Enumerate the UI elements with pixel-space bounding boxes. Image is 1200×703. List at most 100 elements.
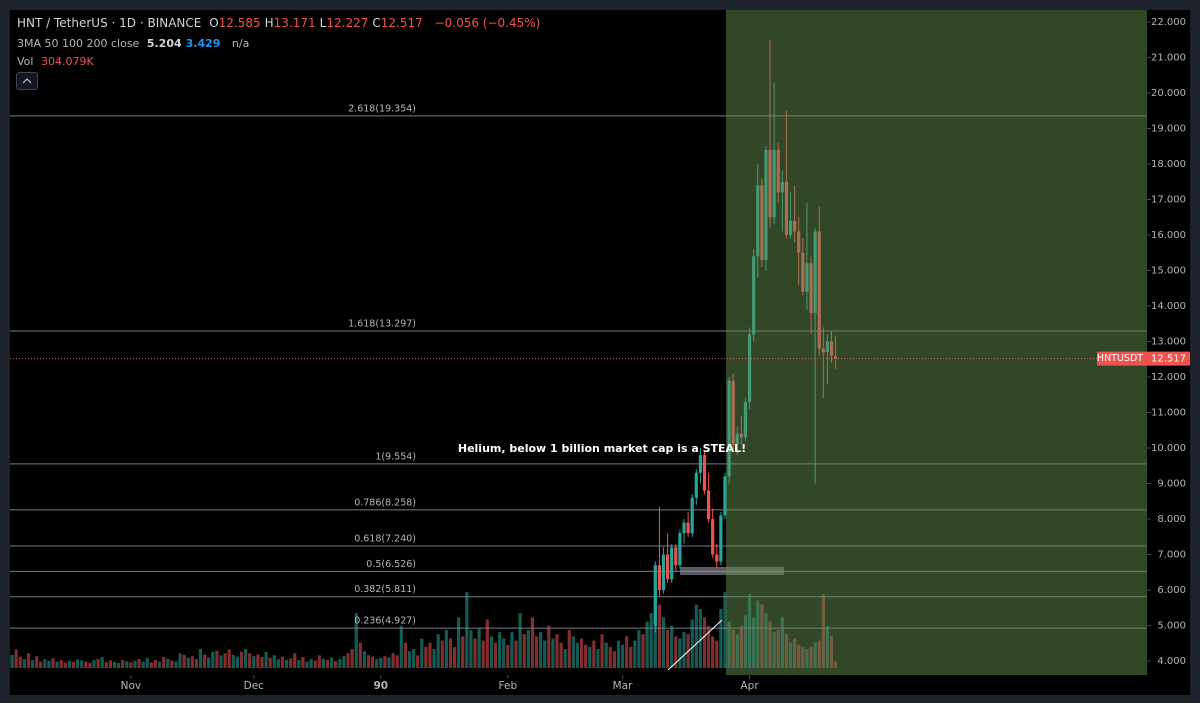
- volume-bar: [584, 644, 588, 668]
- volume-bar: [719, 608, 723, 668]
- volume-bar: [162, 657, 166, 668]
- header-line: HNT / TetherUS · 1D · BINANCE O12.585 H13…: [17, 16, 544, 30]
- volume-bar: [121, 659, 125, 668]
- y-tick-label: 17.000: [1151, 195, 1186, 206]
- volume-bar: [276, 659, 280, 668]
- volume-bar: [465, 592, 469, 668]
- volume-bar: [706, 625, 711, 668]
- volume-bar: [141, 661, 145, 668]
- ohlc-key: L: [319, 16, 327, 30]
- change: −0.056 (−0.45%): [434, 16, 541, 30]
- volume-bar: [59, 659, 63, 668]
- volume-bar: [698, 608, 702, 668]
- volume-bar: [92, 659, 96, 668]
- volume-bar: [571, 636, 575, 668]
- ohlc-value: 12.517: [380, 16, 423, 30]
- volume-bar: [26, 653, 31, 668]
- volume-bar: [641, 634, 645, 668]
- volume-bar: [170, 660, 174, 668]
- volume-bar: [47, 660, 51, 668]
- volume-bar: [481, 640, 485, 668]
- y-tick-label: 7.000: [1157, 550, 1186, 561]
- volume-bar: [350, 649, 354, 668]
- fib-label: 1(9.554): [375, 451, 416, 462]
- volume-bar: [198, 649, 203, 668]
- volume-bar: [223, 653, 227, 668]
- volume-bar: [211, 651, 215, 668]
- volume-bar: [14, 649, 18, 668]
- volume-bar: [219, 655, 223, 668]
- volume-bar: [10, 654, 14, 668]
- volume-bar: [395, 655, 399, 668]
- y-tick-label: 15.000: [1151, 266, 1186, 277]
- volume-bar: [403, 642, 407, 668]
- candle-body: [682, 522, 686, 534]
- volume-value: 304.079K: [40, 55, 94, 68]
- volume-bar: [371, 656, 375, 668]
- candle-body: [698, 455, 702, 473]
- volume-bar: [563, 649, 567, 668]
- volume-bar: [96, 658, 100, 668]
- fib-label: 0.382(5.811): [354, 584, 416, 595]
- volume-bar: [670, 625, 674, 668]
- volume-bar: [547, 625, 551, 668]
- volume-bar: [264, 651, 268, 668]
- volume-bar: [248, 653, 252, 668]
- volume-bar: [227, 649, 231, 668]
- volume-bar: [18, 656, 22, 668]
- y-tick-label: 19.000: [1151, 124, 1186, 135]
- volume-bar: [543, 640, 547, 668]
- volume-bar: [149, 662, 153, 668]
- y-tick-label: 13.000: [1151, 337, 1186, 348]
- volume-bar: [100, 657, 104, 668]
- volume-bar: [637, 630, 641, 668]
- volume-bar: [539, 632, 543, 668]
- x-tick-label: Mar: [613, 680, 633, 692]
- target-zone: [726, 10, 1147, 675]
- volume-bar: [317, 655, 321, 668]
- volume-bar: [35, 656, 39, 668]
- y-tick-label: 21.000: [1151, 53, 1186, 64]
- volume-bar: [43, 659, 47, 668]
- volume-bar: [55, 661, 59, 668]
- volume-bar: [354, 613, 358, 668]
- volume-bar: [88, 662, 92, 668]
- volume-bar: [702, 617, 707, 668]
- volume-title: Vol: [17, 55, 34, 68]
- volume-bar: [604, 642, 608, 668]
- volume-bar: [252, 656, 256, 668]
- indicator-line: 3MA 50 100 200 close 5.204 3.429 n/a: [17, 37, 253, 50]
- volume-bar: [51, 658, 55, 668]
- volume-bar: [338, 659, 342, 668]
- volume-bar: [39, 661, 43, 668]
- volume-bar: [649, 613, 653, 668]
- volume-bar: [313, 660, 317, 668]
- candle-body: [661, 554, 666, 590]
- volume-bar: [477, 627, 481, 668]
- volume-bar: [510, 632, 514, 668]
- volume-bar: [616, 640, 621, 668]
- volume-bar: [428, 642, 432, 668]
- volume-bar: [129, 662, 133, 668]
- volume-bar: [182, 654, 186, 668]
- volume-bar: [190, 656, 194, 668]
- trend-line: [667, 619, 723, 671]
- price-tag-symbol: HNTUSDT: [1097, 353, 1143, 364]
- volume-bar: [407, 651, 412, 668]
- volume-bar: [416, 655, 420, 668]
- candle-body: [666, 554, 670, 580]
- y-tick-label: 16.000: [1151, 230, 1186, 241]
- ohlc-value: 12.585: [218, 16, 261, 30]
- volume-bar: [84, 661, 88, 668]
- volume-bar: [526, 630, 530, 668]
- ohlc-value: 12.227: [326, 16, 369, 30]
- volume-bar: [203, 654, 207, 668]
- candle-body: [678, 533, 682, 566]
- volume-bar: [551, 638, 555, 668]
- axes: 4.000 5.000 6.000 7.000 8.000 9.000 10.000 11.0…: [10, 17, 1190, 692]
- collapse-button[interactable]: [16, 72, 38, 90]
- candle-body: [690, 497, 694, 534]
- x-tick-label: Apr: [740, 680, 759, 692]
- volume-bar: [166, 658, 170, 668]
